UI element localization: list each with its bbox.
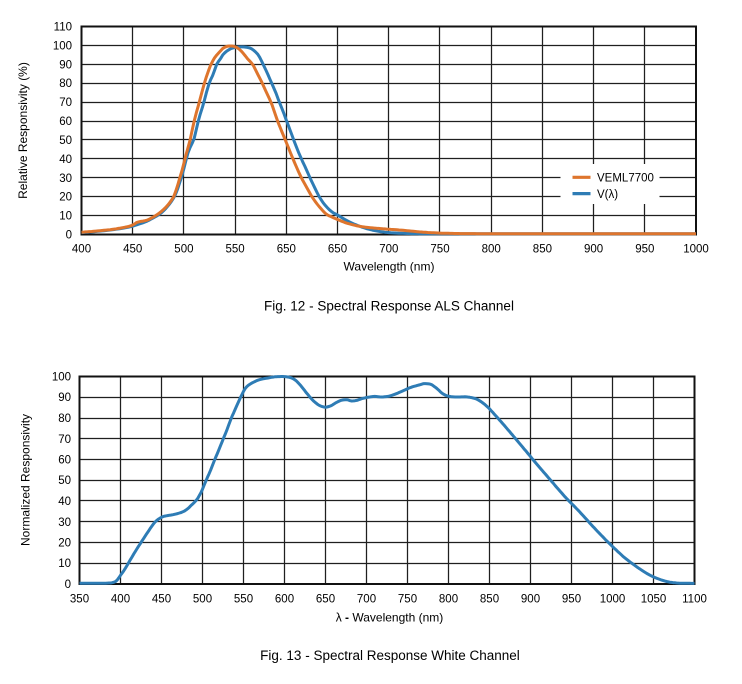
- svg-text:Relative Responsivity (%): Relative Responsivity (%): [16, 62, 30, 199]
- svg-text:450: 450: [123, 244, 142, 256]
- svg-text:110: 110: [54, 22, 72, 34]
- svg-text:650: 650: [328, 244, 347, 256]
- svg-text:800: 800: [482, 244, 501, 256]
- svg-text:950: 950: [562, 594, 581, 606]
- svg-text:50: 50: [59, 135, 72, 147]
- svg-text:V(λ): V(λ): [597, 189, 618, 201]
- svg-text:700: 700: [357, 594, 376, 606]
- svg-text:90: 90: [59, 59, 72, 71]
- svg-text:700: 700: [379, 244, 398, 256]
- svg-text:750: 750: [398, 594, 417, 606]
- svg-text:750: 750: [430, 244, 449, 256]
- svg-text:450: 450: [152, 594, 171, 606]
- svg-text:40: 40: [59, 154, 72, 166]
- svg-text:70: 70: [58, 434, 71, 446]
- svg-text:Fig. 12 - Spectral Response AL: Fig. 12 - Spectral Response ALS Channel: [264, 299, 514, 314]
- svg-text:20: 20: [59, 192, 72, 204]
- svg-text:Normalized Responsivity: Normalized Responsivity: [19, 414, 33, 546]
- svg-text:550: 550: [226, 244, 245, 256]
- svg-text:1100: 1100: [682, 594, 707, 606]
- svg-text:900: 900: [584, 244, 603, 256]
- svg-text:100: 100: [53, 40, 72, 52]
- svg-text:0: 0: [65, 579, 71, 591]
- svg-text:VEML7700: VEML7700: [597, 173, 654, 185]
- svg-text:1050: 1050: [641, 594, 667, 606]
- svg-text:900: 900: [521, 594, 540, 606]
- svg-text:550: 550: [234, 594, 253, 606]
- svg-text:1000: 1000: [600, 594, 626, 606]
- svg-text:950: 950: [635, 244, 654, 256]
- svg-text:60: 60: [59, 116, 72, 128]
- svg-text:80: 80: [59, 78, 72, 90]
- svg-text:60: 60: [58, 455, 71, 467]
- svg-text:850: 850: [533, 244, 552, 256]
- svg-text:500: 500: [174, 244, 193, 256]
- svg-text:500: 500: [193, 594, 212, 606]
- svg-text:30: 30: [59, 173, 72, 185]
- svg-text:λ - Wavelength (nm): λ - Wavelength (nm): [336, 611, 444, 625]
- svg-text:50: 50: [58, 475, 71, 487]
- svg-text:70: 70: [59, 97, 72, 109]
- svg-text:600: 600: [275, 594, 294, 606]
- svg-text:850: 850: [480, 594, 499, 606]
- svg-text:80: 80: [58, 413, 71, 425]
- svg-text:90: 90: [58, 392, 71, 404]
- svg-text:1000: 1000: [683, 244, 709, 256]
- svg-text:0: 0: [66, 230, 72, 242]
- svg-text:20: 20: [58, 538, 71, 550]
- svg-text:400: 400: [72, 244, 91, 256]
- svg-text:650: 650: [277, 244, 296, 256]
- svg-text:100: 100: [52, 372, 71, 384]
- svg-text:30: 30: [58, 517, 71, 529]
- svg-text:350: 350: [70, 594, 89, 606]
- svg-text:400: 400: [111, 594, 130, 606]
- svg-text:10: 10: [59, 211, 72, 223]
- svg-text:800: 800: [439, 594, 458, 606]
- svg-text:Fig. 13 - Spectral Response Wh: Fig. 13 - Spectral Response White Channe…: [260, 648, 520, 663]
- svg-text:10: 10: [58, 558, 71, 570]
- svg-text:40: 40: [58, 496, 71, 508]
- svg-text:Wavelength (nm): Wavelength (nm): [344, 260, 435, 274]
- svg-text:650: 650: [316, 594, 335, 606]
